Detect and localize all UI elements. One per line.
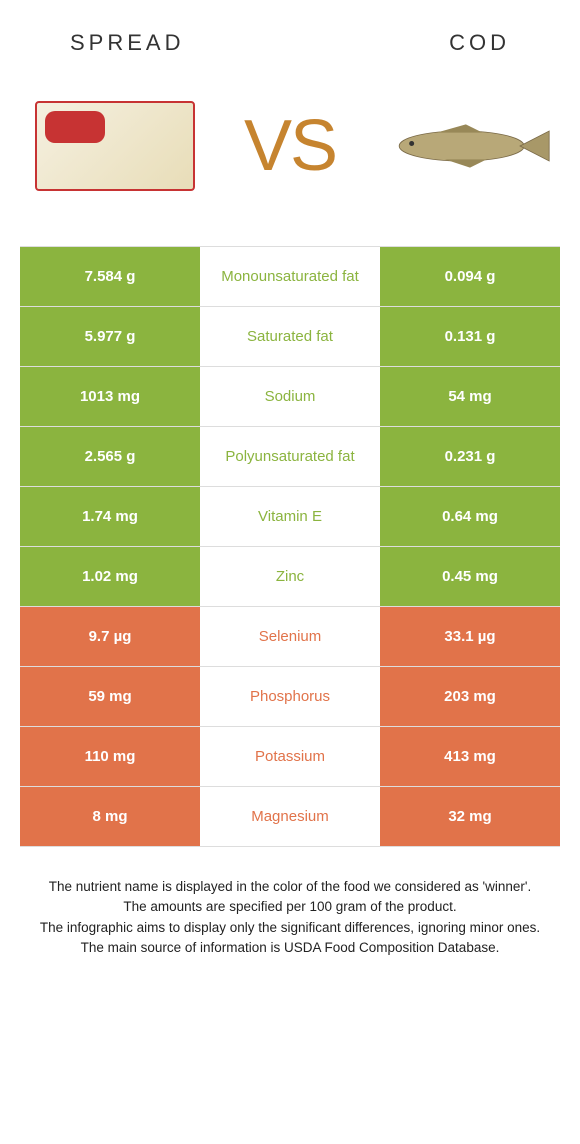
table-row: 7.584 gMonounsaturated fat0.094 g [20, 247, 560, 307]
left-value: 1013 mg [20, 367, 200, 426]
images-row: VS [0, 76, 580, 236]
footer-line-3: The infographic aims to display only the… [30, 918, 550, 938]
right-value: 0.64 mg [380, 487, 560, 546]
nutrient-label: Polyunsaturated fat [200, 427, 380, 486]
right-value: 0.231 g [380, 427, 560, 486]
nutrient-label: Potassium [200, 727, 380, 786]
table-row: 110 mgPotassium413 mg [20, 727, 560, 787]
vs-label: VS [244, 105, 336, 187]
spread-package-icon [35, 101, 195, 191]
right-value: 0.131 g [380, 307, 560, 366]
left-value: 110 mg [20, 727, 200, 786]
left-value: 9.7 µg [20, 607, 200, 666]
right-value: 32 mg [380, 787, 560, 846]
cod-image [380, 121, 560, 171]
header-right-label: COD [449, 30, 510, 56]
footer-line-4: The main source of information is USDA F… [30, 938, 550, 958]
left-value: 1.74 mg [20, 487, 200, 546]
table-row: 1013 mgSodium54 mg [20, 367, 560, 427]
footer-line-2: The amounts are specified per 100 gram o… [30, 897, 550, 917]
nutrient-label: Sodium [200, 367, 380, 426]
left-value: 5.977 g [20, 307, 200, 366]
footer-notes: The nutrient name is displayed in the co… [0, 847, 580, 958]
right-value: 413 mg [380, 727, 560, 786]
nutrient-label: Selenium [200, 607, 380, 666]
footer-line-1: The nutrient name is displayed in the co… [30, 877, 550, 897]
table-row: 1.74 mgVitamin E0.64 mg [20, 487, 560, 547]
table-row: 2.565 gPolyunsaturated fat0.231 g [20, 427, 560, 487]
table-row: 5.977 gSaturated fat0.131 g [20, 307, 560, 367]
left-value: 2.565 g [20, 427, 200, 486]
header: SPREAD COD [0, 0, 580, 76]
table-row: 8 mgMagnesium32 mg [20, 787, 560, 847]
nutrient-label: Monounsaturated fat [200, 247, 380, 306]
comparison-table: 7.584 gMonounsaturated fat0.094 g5.977 g… [20, 246, 560, 847]
left-value: 8 mg [20, 787, 200, 846]
nutrient-label: Saturated fat [200, 307, 380, 366]
right-value: 33.1 µg [380, 607, 560, 666]
header-left-label: SPREAD [70, 30, 184, 56]
right-value: 54 mg [380, 367, 560, 426]
nutrient-label: Magnesium [200, 787, 380, 846]
right-value: 203 mg [380, 667, 560, 726]
nutrient-label: Phosphorus [200, 667, 380, 726]
left-value: 59 mg [20, 667, 200, 726]
fish-icon [380, 121, 560, 171]
table-row: 59 mgPhosphorus203 mg [20, 667, 560, 727]
right-value: 0.45 mg [380, 547, 560, 606]
left-value: 7.584 g [20, 247, 200, 306]
spread-image [30, 86, 200, 206]
left-value: 1.02 mg [20, 547, 200, 606]
right-value: 0.094 g [380, 247, 560, 306]
table-row: 9.7 µgSelenium33.1 µg [20, 607, 560, 667]
nutrient-label: Zinc [200, 547, 380, 606]
nutrient-label: Vitamin E [200, 487, 380, 546]
table-row: 1.02 mgZinc0.45 mg [20, 547, 560, 607]
